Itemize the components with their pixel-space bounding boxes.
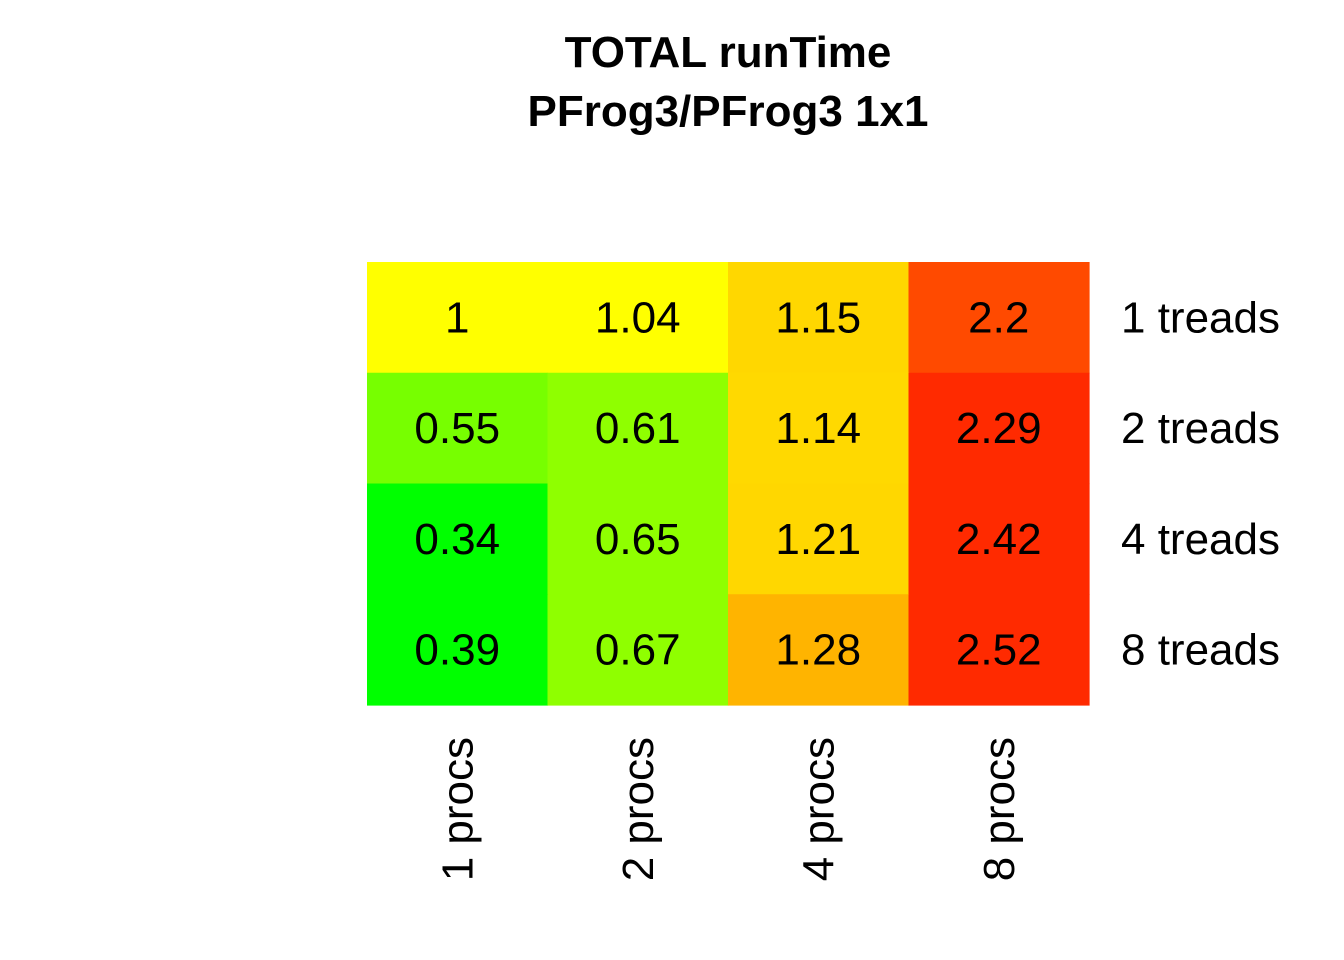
row-axis-labels: 1 treads 2 treads 4 treads 8 treads <box>1121 293 1280 674</box>
column-axis-labels: 1 procs 2 procs 4 procs 8 procs <box>433 737 1024 881</box>
heatmap-cell <box>908 372 1090 485</box>
cell-value-label: 2.52 <box>956 626 1042 675</box>
heatmap-cell <box>547 372 729 485</box>
row-label: 4 treads <box>1121 515 1280 564</box>
cell-value-label: 1.15 <box>775 293 861 342</box>
heatmap-cell <box>908 483 1090 595</box>
heatmap-cell <box>367 483 549 595</box>
heatmap-cell <box>908 594 1090 706</box>
heatmap-cell <box>728 372 910 485</box>
cell-value-label: 0.65 <box>595 515 681 564</box>
heatmap-cell <box>908 262 1090 374</box>
cell-value-label: 0.61 <box>595 404 681 453</box>
cell-value-label: 2.42 <box>956 515 1042 564</box>
heatmap-cell <box>547 483 729 595</box>
cell-value-label: 0.67 <box>595 626 681 675</box>
heatmap-cell <box>728 594 910 706</box>
cell-value-label: 1.28 <box>775 626 861 675</box>
cell-value-label: 1.21 <box>775 515 861 564</box>
cell-value-label: 1.04 <box>595 293 681 342</box>
heatmap-cells <box>367 262 1090 706</box>
chart-subtitle: PFrog3/PFrog3 1x1 <box>527 87 928 136</box>
row-label: 8 treads <box>1121 626 1280 675</box>
chart-title: TOTAL runTime <box>565 28 892 77</box>
heatmap-cell-labels: 1 1.04 1.15 2.2 0.55 0.61 1.14 2.29 0.34 0.65 1.21… <box>414 293 1041 674</box>
column-label: 1 procs <box>433 737 482 881</box>
column-label: 8 procs <box>975 737 1024 881</box>
cell-value-label: 1.14 <box>775 404 861 453</box>
heatmap-cell <box>547 262 729 374</box>
heatmap-cell <box>728 483 910 595</box>
heatmap-cell <box>367 262 549 374</box>
cell-value-label: 2.29 <box>956 404 1042 453</box>
row-label: 1 treads <box>1121 293 1280 342</box>
column-label: 2 procs <box>614 737 663 881</box>
heatmap-cell <box>367 594 549 706</box>
cell-value-label: 1 <box>445 293 469 342</box>
heatmap-cell <box>547 594 729 706</box>
column-label: 4 procs <box>794 737 843 881</box>
heatmap-cell <box>728 262 910 374</box>
cell-value-label: 0.39 <box>414 626 500 675</box>
cell-value-label: 0.34 <box>414 515 500 564</box>
row-label: 2 treads <box>1121 404 1280 453</box>
cell-value-label: 2.2 <box>968 293 1029 342</box>
heatmap-cell <box>367 372 549 485</box>
cell-value-label: 0.55 <box>414 404 500 453</box>
